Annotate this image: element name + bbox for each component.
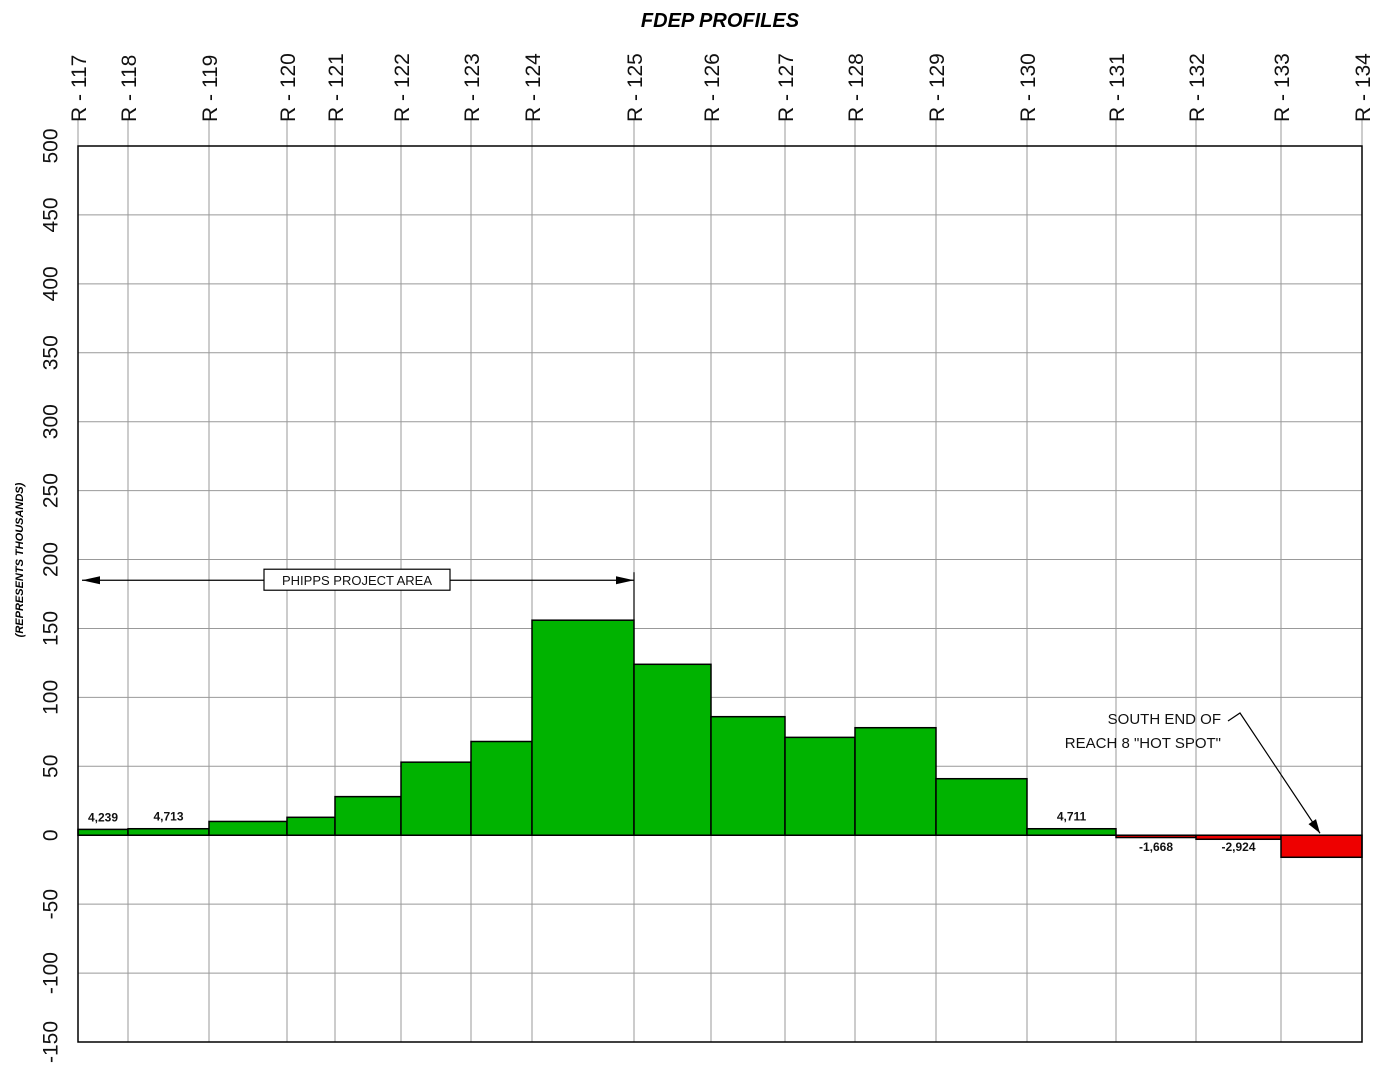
y-tick-label: 350 [40, 335, 63, 370]
hot-spot-label-line1: SOUTH END OF [1108, 711, 1221, 728]
bar-value-label: -2,924 [1221, 840, 1255, 854]
bar [710, 715, 786, 836]
y-tick-label: -150 [40, 1021, 63, 1063]
bar [470, 740, 533, 836]
bar-value-label: -1,668 [1139, 840, 1173, 854]
profile-label: R - 121 [325, 53, 348, 122]
y-tick-label: -50 [40, 889, 63, 919]
profile-label: R - 124 [522, 53, 545, 122]
profile-label: R - 120 [277, 53, 300, 122]
annotation-layer: PHIPPS PROJECT AREA SOUTH END OF REACH 8 "… [82, 568, 1321, 834]
project-area-arrow-right [616, 576, 634, 585]
profile-label: R - 123 [461, 53, 484, 122]
y-tick-label: 400 [40, 266, 63, 301]
profile-label: R - 128 [845, 53, 868, 122]
project-area-arrow-left [82, 576, 100, 585]
bar [208, 820, 288, 836]
y-tick-label: 500 [40, 128, 63, 163]
profile-label: R - 130 [1017, 53, 1040, 122]
project-area-label-box [263, 568, 451, 591]
profile-label: R - 117 [68, 55, 91, 122]
bar [784, 736, 856, 836]
plot-frame [77, 145, 1363, 1043]
bar [1280, 834, 1363, 859]
y-tick-label: 250 [40, 473, 63, 508]
bar [400, 761, 472, 836]
project-area-label: PHIPPS PROJECT AREA [282, 573, 432, 588]
bar [77, 828, 129, 836]
y-tick-label: 450 [40, 197, 63, 232]
profile-label: R - 133 [1271, 53, 1294, 122]
profile-label: R - 125 [624, 53, 647, 122]
profile-label: R - 132 [1186, 53, 1209, 122]
labels-layer: 500450400350300250200150100500-50-100-15… [40, 53, 1375, 1063]
profile-label: R - 126 [701, 53, 724, 122]
bar [286, 816, 336, 836]
bar-value-label: 4,713 [153, 810, 183, 824]
profile-label: R - 131 [1106, 53, 1129, 122]
chart-title: FDEP PROFILES [641, 10, 800, 32]
y-tick-label: 300 [40, 404, 63, 439]
bar [531, 619, 635, 836]
profile-label: R - 127 [775, 53, 798, 122]
bars-layer [77, 619, 1363, 859]
bar [127, 827, 210, 836]
y-tick-label: 0 [40, 829, 63, 841]
bar [854, 726, 937, 836]
bar [334, 795, 402, 836]
bar [1026, 827, 1117, 836]
profile-label: R - 118 [118, 55, 141, 122]
bar [935, 777, 1028, 836]
y-tick-label: 50 [40, 755, 63, 778]
hot-spot-label-line2: REACH 8 "HOT SPOT" [1065, 735, 1221, 752]
profile-label: R - 134 [1352, 53, 1375, 122]
y-tick-label: 150 [40, 611, 63, 646]
y-tick-label: 200 [40, 542, 63, 577]
y-axis-label: (REPRESENTS THOUSANDS) [14, 482, 26, 637]
hot-spot-leader-line [1227, 712, 1321, 834]
y-tick-label: 100 [40, 680, 63, 715]
profile-label: R - 119 [199, 55, 222, 122]
frame-layer [77, 145, 1363, 1043]
y-tick-label: -100 [40, 952, 63, 994]
hot-spot-arrowhead [1308, 819, 1320, 834]
bar [633, 663, 712, 836]
bar-value-label: 4,711 [1057, 810, 1087, 824]
profile-label: R - 129 [926, 53, 949, 122]
profile-label: R - 122 [391, 53, 414, 122]
bar-value-label: 4,239 [88, 810, 118, 824]
